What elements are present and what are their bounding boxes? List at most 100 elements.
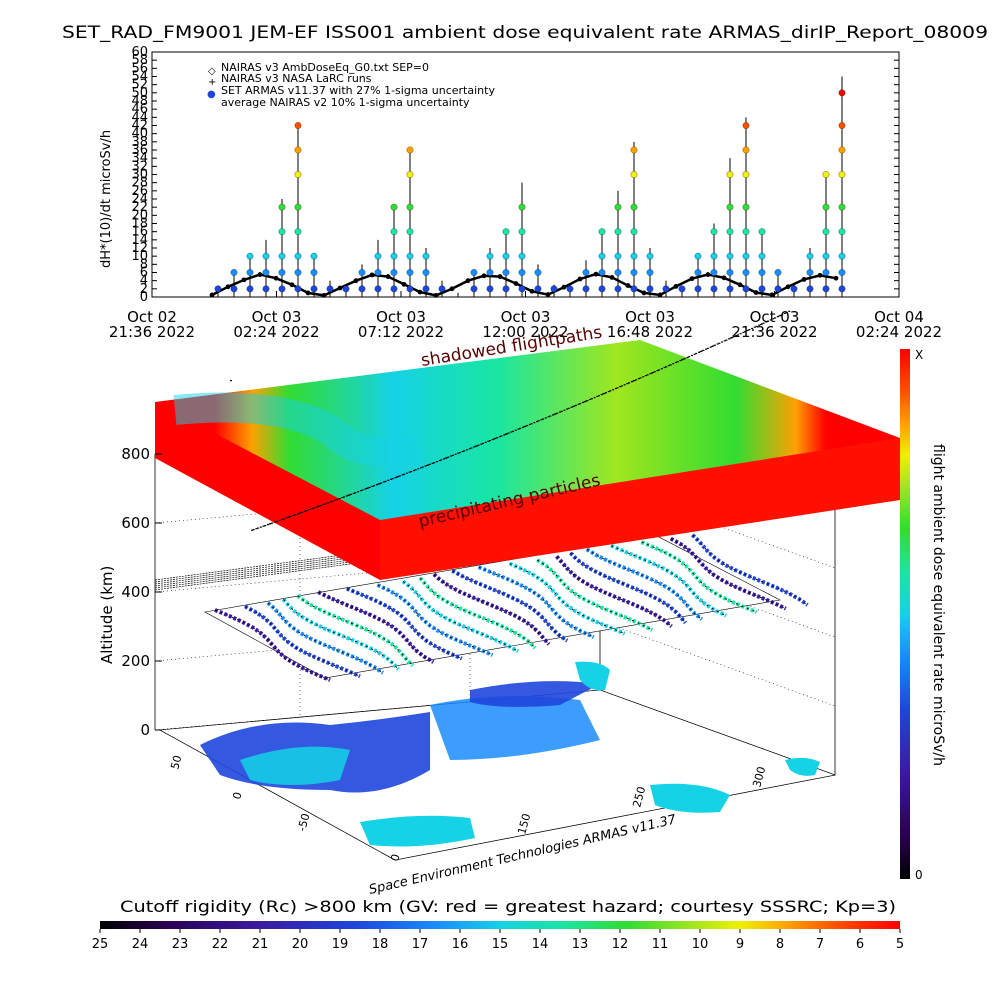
slab-track-mark: [709, 346, 712, 348]
slab-track-mark: [683, 357, 686, 360]
armas-point: [310, 252, 318, 260]
slab-track-mark: [721, 341, 724, 343]
orbit-track-marks: [433, 573, 550, 645]
x-tick-label: 12:00 2022: [482, 323, 568, 341]
nairas-point: [561, 284, 567, 290]
armas-point: [726, 228, 734, 236]
slab-track-mark: [723, 340, 726, 342]
nairas-point: [305, 290, 311, 296]
y-tick-label: 34: [131, 151, 148, 166]
slab-track-mark: [563, 409, 566, 411]
slab-track-mark: [354, 492, 357, 494]
slab-track-mark: [494, 437, 497, 440]
y-tick-label: 8: [140, 257, 148, 272]
slab-track-mark: [391, 478, 394, 480]
armas-point: [390, 228, 398, 236]
slab-track-mark: [544, 417, 547, 419]
y-tick-label: 46: [131, 102, 148, 117]
armas-point: [278, 203, 286, 211]
x-tick-label: 07:12 2022: [358, 323, 444, 341]
armas-point: [694, 252, 702, 260]
slab-track-mark: [652, 371, 655, 374]
armas-point: [694, 269, 702, 276]
nairas-point: [609, 275, 615, 280]
slab-track-mark: [628, 382, 631, 384]
slab-track-mark: [324, 503, 327, 505]
armas-point: [742, 228, 750, 236]
y-tick-label: 18: [131, 217, 148, 232]
slab-track-mark: [753, 326, 756, 328]
colorbar-tick-label: 20: [292, 937, 309, 952]
armas-point: [406, 228, 414, 236]
armas-point: [374, 269, 382, 276]
slab-track-mark: [365, 487, 368, 490]
slab-track-mark: [322, 503, 325, 506]
slab-track-mark: [583, 401, 586, 403]
slab-track-mark: [533, 422, 536, 424]
armas-point: [726, 203, 734, 211]
slab-track-mark: [282, 518, 285, 520]
slab-track-mark: [457, 452, 460, 454]
slab-track-mark: [744, 331, 747, 333]
slab-track-mark: [667, 364, 670, 367]
slab-track-mark: [475, 445, 478, 447]
slab-track-mark: [428, 463, 431, 465]
y-axis: 0246810121416182022242628303234363840424…: [131, 45, 899, 305]
slab-track-mark: [431, 462, 434, 464]
colorbar-tick-label: 13: [572, 937, 589, 952]
slab-track-mark: [676, 361, 679, 363]
slab-track-mark: [730, 337, 733, 339]
nairas-point: [497, 274, 503, 279]
map-axes: 0 150 250 300 50 0 -50: [168, 754, 768, 863]
slab-track-mark: [699, 350, 702, 353]
slab-track-mark: [281, 518, 284, 521]
slab-track-mark: [480, 443, 483, 445]
y-tick-label: 10: [131, 249, 148, 264]
armas-point: [278, 252, 286, 260]
slab-track-mark: [630, 381, 633, 383]
slab-track-mark: [767, 320, 770, 322]
y-tick-label: 26: [131, 184, 148, 199]
slab-track-mark: [444, 457, 447, 459]
slab-track-mark: [447, 456, 450, 458]
armas-point: [214, 285, 222, 293]
armas-point: [358, 285, 366, 293]
slab-track-mark: [384, 480, 387, 482]
armas-point: [262, 269, 270, 276]
armas-point: [598, 228, 606, 236]
map-x-tick-label: 150: [515, 812, 533, 836]
armas-point: [502, 285, 510, 293]
slab-track-mark: [327, 502, 330, 504]
x-tick-label: Oct 03: [501, 308, 551, 326]
slab-track-mark: [371, 485, 374, 487]
armas-point: [774, 285, 782, 293]
orbit-track: [451, 568, 569, 643]
x-tick-label: 16:48 2022: [607, 323, 693, 341]
colorbar-right-min: 0: [915, 868, 923, 882]
slab-track-mark: [368, 486, 371, 488]
slab-track-mark: [688, 356, 691, 358]
slab-track-mark: [408, 471, 411, 473]
nairas-point: [833, 275, 839, 281]
slab-track-mark: [420, 467, 423, 469]
nairas-point: [481, 273, 487, 279]
slab-track-mark: [637, 378, 640, 380]
armas-point: [822, 228, 830, 236]
slab-track-mark: [352, 492, 355, 494]
nairas-point: [625, 283, 631, 288]
orbit-track: [214, 608, 331, 682]
x-tick-label: Oct 03: [376, 308, 426, 326]
y-tick-label: 50: [131, 86, 148, 101]
chart-title: SET_RAD_FM9001 JEM-EF ISS001 ambient dos…: [62, 23, 988, 43]
slab-track-mark: [616, 387, 619, 389]
armas-point: [486, 252, 494, 260]
z-axis-label: Altitude (km): [98, 566, 116, 664]
slab-track-mark: [389, 478, 392, 480]
slab-track-mark: [554, 413, 557, 415]
slab-track-mark: [266, 524, 269, 526]
slab-track-mark: [275, 520, 278, 523]
slab-track-mark: [693, 353, 696, 355]
armas-point: [406, 252, 414, 260]
slab-track-mark: [445, 457, 448, 459]
nairas-point: [465, 278, 471, 284]
